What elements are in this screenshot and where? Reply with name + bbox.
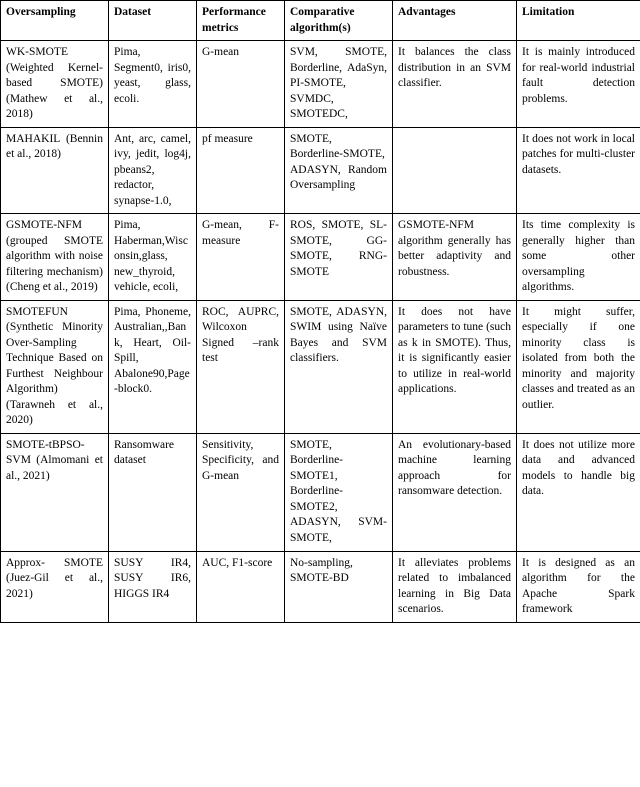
- cell-advantages: It alleviates problems related to imbala…: [393, 551, 517, 622]
- col-metrics: Performance metrics: [197, 1, 285, 41]
- cell-metrics: G-mean: [197, 41, 285, 128]
- cell-metrics: AUC, F1-score: [197, 551, 285, 622]
- cell-advantages: GSMOTE-NFM algorithm generally has bette…: [393, 214, 517, 301]
- cell-comparative: SVM, SMOTE, Borderline, AdaSyn, PI-SMOTE…: [285, 41, 393, 128]
- cell-comparative: SMOTE, ADASYN, SWIM using Naïve Bayes an…: [285, 300, 393, 433]
- col-comparative: Comparative algorithm(s): [285, 1, 393, 41]
- cell-metrics: ROC, AUPRC, Wilcoxon Signed –rank test: [197, 300, 285, 433]
- cell-oversampling: SMOTEFUN (Synthetic Minority Over-Sampli…: [1, 300, 109, 433]
- table-row: MAHAKIL (Bennin et al., 2018) Ant, arc, …: [1, 127, 640, 214]
- cell-oversampling: SMOTE-tBPSO-SVM (Almomani et al., 2021): [1, 433, 109, 551]
- cell-dataset: Ant, arc, camel, ivy, jedit, log4j, pbea…: [109, 127, 197, 214]
- cell-limitation: It does not work in local patches for mu…: [517, 127, 640, 214]
- cell-dataset: Pima, Phoneme, Australian,,Bank, Heart, …: [109, 300, 197, 433]
- col-oversampling: Oversampling: [1, 1, 109, 41]
- cell-comparative: ROS, SMOTE, SL-SMOTE, GG-SMOTE, RNG-SMOT…: [285, 214, 393, 301]
- cell-oversampling: Approx- SMOTE (Juez-Gil et al., 2021): [1, 551, 109, 622]
- cell-oversampling: WK-SMOTE (Weighted Kernel-based SMOTE) (…: [1, 41, 109, 128]
- cell-dataset: Ransomware dataset: [109, 433, 197, 551]
- table-row: SMOTEFUN (Synthetic Minority Over-Sampli…: [1, 300, 640, 433]
- cell-limitation: It is designed as an algorithm for the A…: [517, 551, 640, 622]
- cell-advantages: It does not have parameters to tune (suc…: [393, 300, 517, 433]
- cell-advantages: An evolutionary-based machine learning a…: [393, 433, 517, 551]
- cell-comparative: No-sampling, SMOTE-BD: [285, 551, 393, 622]
- cell-metrics: pf measure: [197, 127, 285, 214]
- cell-advantages: [393, 127, 517, 214]
- cell-dataset: Pima, Haberman,Wisconsin,glass, new_thyr…: [109, 214, 197, 301]
- cell-limitation: It is mainly introduced for real-world i…: [517, 41, 640, 128]
- cell-metrics: G-mean, F-measure: [197, 214, 285, 301]
- cell-metrics: Sensitivity, Specificity, and G-mean: [197, 433, 285, 551]
- cell-comparative: SMOTE, Borderline-SMOTE, ADASYN, Random …: [285, 127, 393, 214]
- table-row: WK-SMOTE (Weighted Kernel-based SMOTE) (…: [1, 41, 640, 128]
- cell-oversampling: GSMOTE-NFM (grouped SMOTE algorithm with…: [1, 214, 109, 301]
- table-row: GSMOTE-NFM (grouped SMOTE algorithm with…: [1, 214, 640, 301]
- col-limitation: Limitation: [517, 1, 640, 41]
- cell-comparative: SMOTE, Borderline-SMOTE1, Borderline-SMO…: [285, 433, 393, 551]
- cell-oversampling: MAHAKIL (Bennin et al., 2018): [1, 127, 109, 214]
- table-header-row: Oversampling Dataset Performance metrics…: [1, 1, 640, 41]
- cell-limitation: It does not utilize more data and advanc…: [517, 433, 640, 551]
- col-dataset: Dataset: [109, 1, 197, 41]
- cell-limitation: It might suffer, especially if one minor…: [517, 300, 640, 433]
- cell-dataset: SUSY IR4, SUSY IR6, HIGGS IR4: [109, 551, 197, 622]
- table-row: SMOTE-tBPSO-SVM (Almomani et al., 2021) …: [1, 433, 640, 551]
- cell-advantages: It balances the class distribution in an…: [393, 41, 517, 128]
- oversampling-comparison-table: Oversampling Dataset Performance metrics…: [0, 0, 640, 623]
- cell-dataset: Pima, Segment0, iris0, yeast, glass, eco…: [109, 41, 197, 128]
- cell-limitation: Its time complexity is generally higher …: [517, 214, 640, 301]
- col-advantages: Advantages: [393, 1, 517, 41]
- table-row: Approx- SMOTE (Juez-Gil et al., 2021) SU…: [1, 551, 640, 622]
